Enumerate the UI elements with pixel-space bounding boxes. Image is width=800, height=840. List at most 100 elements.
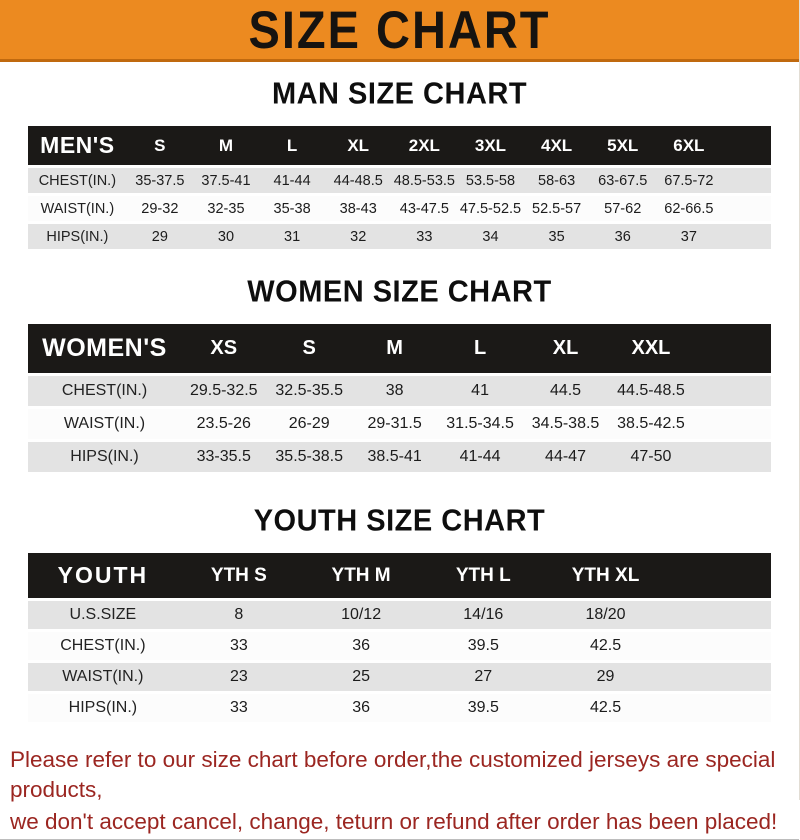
size-cell: 67.5-72 [655, 168, 722, 193]
section-heading-women: WOMEN SIZE CHART [247, 275, 552, 309]
column-header: S [126, 126, 193, 165]
disclaimer: Please refer to our size chart before or… [0, 743, 799, 839]
table-row: CHEST(IN.) 33 36 39.5 42.5 [27, 632, 772, 660]
charts-container: MAN SIZE CHART MEN'S S M L XL 2XL 3XL 4XL 5XL 6XL C… [0, 62, 799, 725]
column-header: 6XL [655, 126, 722, 165]
row-label: U.S.SIZE [27, 601, 178, 629]
size-cell: 41-44 [437, 442, 523, 472]
column-header: 2XL [391, 126, 458, 165]
banner-title: SIZE CHART [248, 0, 551, 60]
size-cell: 62-66.5 [655, 196, 722, 221]
header-spacer [693, 324, 772, 373]
size-cell: 37 [655, 224, 722, 249]
size-cell: 33 [177, 694, 300, 722]
row-spacer [721, 224, 772, 249]
size-cell: 39.5 [422, 694, 545, 722]
size-cell: 39.5 [422, 632, 545, 660]
size-cell: 33 [391, 224, 458, 249]
header-spacer [721, 126, 772, 165]
men-group-label: MEN'S [27, 126, 127, 165]
youth-group-label: YOUTH [27, 553, 178, 598]
size-cell: 37.5-41 [192, 168, 260, 193]
women-group-label: WOMEN'S [27, 324, 182, 373]
size-cell: 31 [259, 224, 326, 249]
size-cell: 31.5-34.5 [437, 409, 523, 439]
size-cell: 32.5-35.5 [266, 376, 352, 406]
banner: SIZE CHART [0, 0, 799, 62]
column-header: M [192, 126, 260, 165]
size-cell: 57-62 [589, 196, 656, 221]
youth-size-table: YOUTH YTH S YTH M YTH L YTH XL U.S.SIZE 8 10/12… [27, 550, 772, 725]
row-spacer [666, 694, 772, 722]
size-cell: 29-31.5 [351, 409, 438, 439]
column-header: XXL [608, 324, 694, 373]
size-cell: 38.5-42.5 [608, 409, 694, 439]
size-cell: 27 [422, 663, 545, 691]
women-header-bar: WOMEN'S XS S M L XL XXL [27, 324, 772, 373]
size-cell: 36 [589, 224, 656, 249]
size-cell: 23 [177, 663, 300, 691]
size-cell: 44.5 [522, 376, 609, 406]
size-cell: 29-32 [126, 196, 193, 221]
header-spacer [666, 553, 772, 598]
size-cell: 33-35.5 [181, 442, 267, 472]
row-spacer [693, 409, 772, 439]
table-row: CHEST(IN.) 29.5-32.5 32.5-35.5 38 41 44.5 44.5… [27, 376, 772, 406]
size-cell: 35-38 [259, 196, 326, 221]
section-youth: YOUTH SIZE CHART YOUTH YTH S YTH M YTH L YTH … [0, 504, 799, 725]
column-header: YTH M [299, 553, 423, 598]
column-header: S [266, 324, 352, 373]
row-label: CHEST(IN.) [27, 632, 178, 660]
youth-header-bar: YOUTH YTH S YTH M YTH L YTH XL [27, 553, 772, 598]
table-row: U.S.SIZE 8 10/12 14/16 18/20 [27, 601, 772, 629]
size-cell: 41 [437, 376, 523, 406]
row-spacer [693, 442, 772, 472]
women-size-table: WOMEN'S XS S M L XL XXL CHEST(IN.) 29.5-32.5 32.5… [27, 321, 772, 475]
row-spacer [721, 168, 772, 193]
size-cell: 26-29 [266, 409, 352, 439]
disclaimer-line-1: Please refer to our size chart before or… [10, 747, 776, 802]
column-header: 5XL [589, 126, 656, 165]
column-header: YTH S [177, 553, 300, 598]
column-header: YTH XL [544, 553, 667, 598]
row-spacer [666, 601, 772, 629]
table-row: CHEST(IN.) 35-37.5 37.5-41 41-44 44-48.5 48.5… [27, 168, 772, 193]
men-size-table: MEN'S S M L XL 2XL 3XL 4XL 5XL 6XL CHEST(IN.) 35-37… [27, 123, 772, 252]
size-cell: 33 [177, 632, 300, 660]
size-cell: 38-43 [325, 196, 392, 221]
size-cell: 42.5 [544, 632, 667, 660]
column-header: L [437, 324, 523, 373]
column-header: XS [181, 324, 267, 373]
section-men: MAN SIZE CHART MEN'S S M L XL 2XL 3XL 4XL 5XL 6XL C… [0, 77, 799, 252]
size-cell: 38.5-41 [351, 442, 438, 472]
row-label: WAIST(IN.) [27, 196, 127, 221]
column-header: YTH L [422, 553, 545, 598]
size-cell: 44.5-48.5 [608, 376, 694, 406]
row-label: CHEST(IN.) [27, 168, 127, 193]
size-cell: 41-44 [259, 168, 326, 193]
size-cell: 36 [299, 694, 423, 722]
size-cell: 25 [299, 663, 423, 691]
size-cell: 30 [192, 224, 260, 249]
disclaimer-line-2: we don't accept cancel, change, teturn o… [10, 809, 778, 834]
row-label: HIPS(IN.) [27, 694, 178, 722]
size-cell: 47-50 [608, 442, 694, 472]
table-row: WAIST(IN.) 29-32 32-35 35-38 38-43 43-47.5 47.… [27, 196, 772, 221]
size-cell: 18/20 [544, 601, 667, 629]
column-header: L [259, 126, 326, 165]
size-cell: 8 [177, 601, 300, 629]
row-label: WAIST(IN.) [27, 663, 178, 691]
size-cell: 29.5-32.5 [181, 376, 267, 406]
table-row: HIPS(IN.) 33 36 39.5 42.5 [27, 694, 772, 722]
size-cell: 44-48.5 [325, 168, 392, 193]
column-header: 4XL [523, 126, 590, 165]
column-header: XL [325, 126, 392, 165]
size-cell: 23.5-26 [181, 409, 267, 439]
row-label: HIPS(IN.) [27, 442, 182, 472]
table-row: WAIST(IN.) 23.5-26 26-29 29-31.5 31.5-34.5 34… [27, 409, 772, 439]
size-cell: 34.5-38.5 [522, 409, 609, 439]
size-cell: 35.5-38.5 [266, 442, 352, 472]
size-cell: 34 [457, 224, 524, 249]
size-cell: 14/16 [422, 601, 545, 629]
row-spacer [666, 663, 772, 691]
